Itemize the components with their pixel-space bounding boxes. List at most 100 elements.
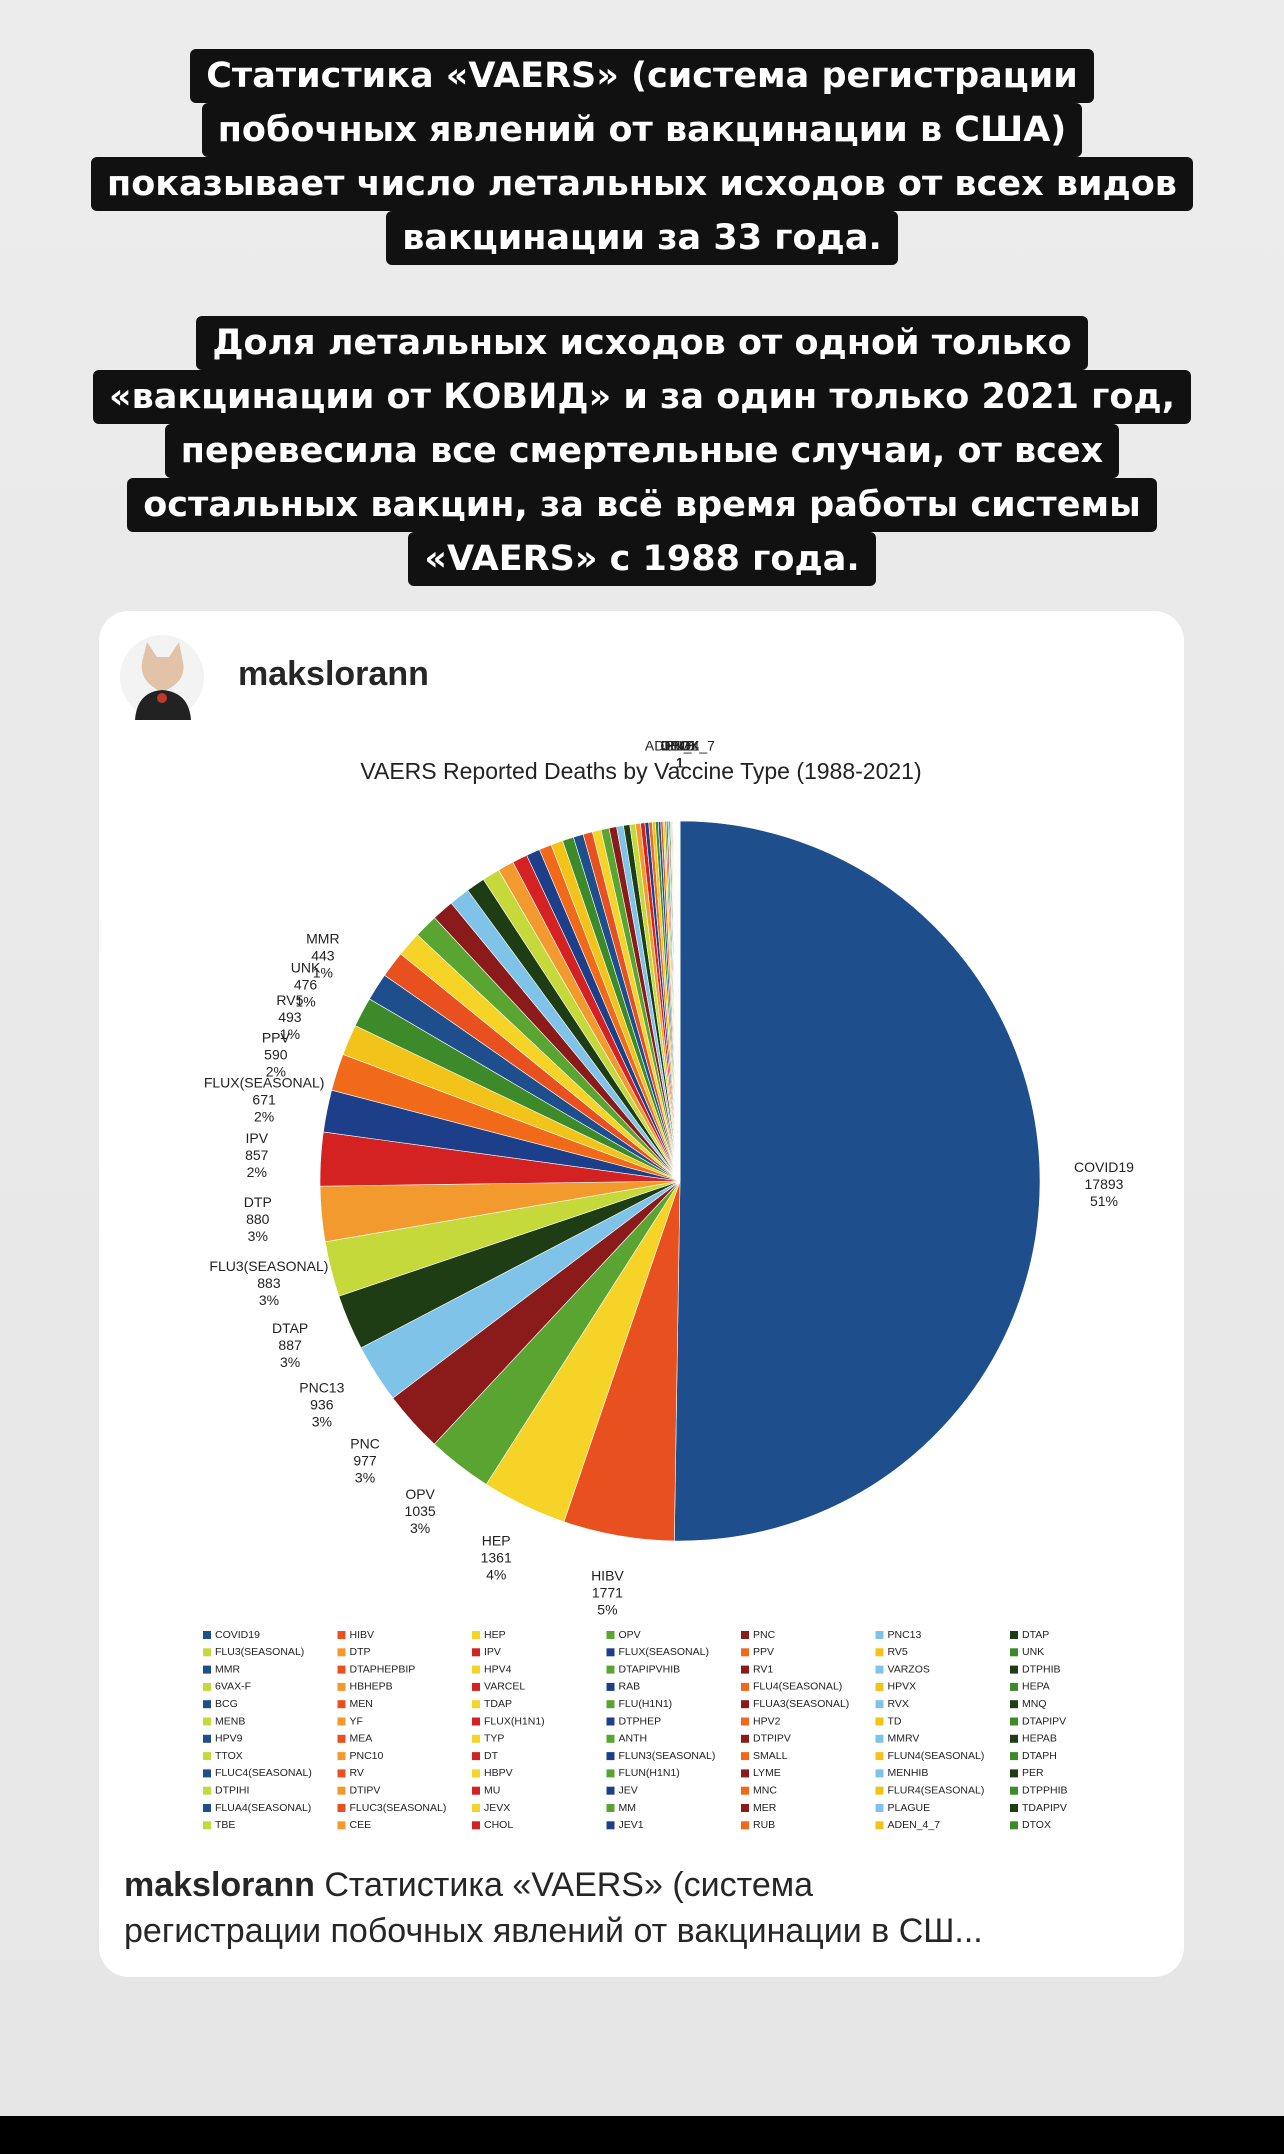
slice-label: 1361 bbox=[481, 1549, 512, 1565]
legend-label: PPV bbox=[753, 1646, 774, 1658]
legend-swatch bbox=[1010, 1734, 1018, 1743]
legend-swatch bbox=[606, 1769, 615, 1778]
slice-label: HEP bbox=[482, 1532, 511, 1548]
legend-label: FLU(H1N1) bbox=[619, 1698, 673, 1710]
legend-label: FLU3(SEASONAL) bbox=[215, 1646, 304, 1658]
legend-swatch bbox=[875, 1648, 884, 1657]
slice-label: FLU3(SEASONAL) bbox=[209, 1258, 328, 1274]
legend-swatch bbox=[337, 1752, 346, 1761]
slice-label: 1% bbox=[280, 1026, 300, 1042]
legend-swatch bbox=[606, 1682, 615, 1691]
legend-label: HEPA bbox=[1022, 1681, 1050, 1693]
legend-label: DTP bbox=[350, 1646, 371, 1658]
slice-label: 5% bbox=[597, 1602, 617, 1618]
legend-swatch bbox=[741, 1682, 749, 1691]
legend-swatch bbox=[337, 1804, 346, 1812]
slice-label: 443 bbox=[311, 947, 335, 963]
legend-swatch bbox=[606, 1752, 615, 1761]
legend-label: HEPAB bbox=[1022, 1733, 1057, 1745]
slice-label: OPV bbox=[405, 1486, 435, 1502]
slice-label: 887 bbox=[278, 1337, 302, 1353]
legend-label: 6VAX-F bbox=[215, 1681, 251, 1693]
paragraph: Доля летальных исходов от одной только «в… bbox=[0, 316, 1284, 586]
legend-label: MMR bbox=[215, 1663, 240, 1675]
legend-swatch bbox=[337, 1631, 346, 1639]
legend-swatch bbox=[875, 1665, 884, 1674]
legend-swatch bbox=[337, 1786, 346, 1795]
legend-swatch bbox=[606, 1631, 615, 1639]
legend-swatch bbox=[472, 1682, 480, 1691]
header-line: побочных явлений от вакцинации в США) bbox=[201, 103, 1083, 157]
slice-label: RV5 bbox=[276, 992, 303, 1008]
legend-swatch bbox=[203, 1682, 211, 1691]
legend-swatch bbox=[1010, 1717, 1018, 1726]
legend-swatch bbox=[203, 1821, 211, 1830]
header-line: перевесила все смертельные случаи, от вс… bbox=[164, 424, 1120, 478]
legend-swatch bbox=[875, 1700, 884, 1709]
slice-label: 1 bbox=[676, 755, 684, 771]
chart: VAERS Reported Deaths by Vaccine Type (1… bbox=[203, 741, 1134, 1831]
header-line: остальных вакцин, за всё время работы си… bbox=[127, 478, 1157, 532]
legend-label: DTIPV bbox=[350, 1784, 381, 1796]
slice-label: 590 bbox=[264, 1046, 288, 1062]
slice-label: 4% bbox=[486, 1566, 506, 1582]
legend-label: MENB bbox=[215, 1715, 245, 1727]
header-line: «VAERS» с 1988 года. bbox=[408, 532, 876, 586]
legend-label: SMALL bbox=[753, 1750, 788, 1762]
legend-swatch bbox=[606, 1648, 615, 1657]
legend-swatch bbox=[741, 1700, 749, 1709]
slice-label: IPV bbox=[246, 1130, 269, 1146]
legend-swatch bbox=[875, 1717, 884, 1726]
username[interactable]: makslorann bbox=[238, 655, 429, 693]
slice-label: 883 bbox=[257, 1275, 281, 1291]
legend-label: RUB bbox=[753, 1819, 775, 1831]
legend-swatch bbox=[741, 1752, 749, 1761]
slice-label: JEV1 bbox=[663, 741, 697, 754]
legend-swatch bbox=[337, 1734, 346, 1743]
legend-swatch bbox=[472, 1648, 480, 1657]
legend-swatch bbox=[741, 1821, 749, 1830]
legend-swatch bbox=[1010, 1648, 1018, 1657]
legend-swatch bbox=[875, 1734, 884, 1743]
slice-label: COVID19 bbox=[1074, 1159, 1134, 1175]
slice-label: 857 bbox=[245, 1147, 269, 1163]
legend-swatch bbox=[875, 1786, 884, 1795]
legend-label: FLUR4(SEASONAL) bbox=[888, 1784, 985, 1796]
legend-label: HPV2 bbox=[753, 1715, 781, 1727]
legend-swatch bbox=[606, 1700, 615, 1709]
legend-swatch bbox=[337, 1700, 346, 1709]
header-line: Доля летальных исходов от одной только bbox=[196, 316, 1088, 370]
legend-swatch bbox=[203, 1734, 211, 1743]
legend-label: TTOX bbox=[215, 1750, 243, 1762]
legend-label: DT bbox=[484, 1750, 499, 1762]
legend-swatch bbox=[606, 1804, 615, 1812]
caption-username: makslorann bbox=[124, 1866, 315, 1904]
legend-label: COVID19 bbox=[215, 1629, 260, 1641]
legend-label: HPVX bbox=[888, 1681, 917, 1693]
legend-swatch bbox=[337, 1665, 346, 1674]
legend-label: DTPHEP bbox=[619, 1715, 662, 1727]
legend-label: FLUN4(SEASONAL) bbox=[888, 1750, 985, 1762]
slice-label: DTOX bbox=[661, 741, 700, 754]
legend-swatch bbox=[472, 1786, 480, 1795]
legend-swatch bbox=[1010, 1786, 1018, 1795]
legend-label: FLU4(SEASONAL) bbox=[753, 1681, 842, 1693]
avatar[interactable] bbox=[117, 632, 207, 722]
legend-label: DTAP bbox=[1022, 1629, 1049, 1641]
legend-swatch bbox=[606, 1821, 615, 1830]
legend-swatch bbox=[203, 1717, 211, 1726]
legend-swatch bbox=[472, 1717, 480, 1726]
slice-label: DTAP bbox=[272, 1320, 308, 1336]
avatar-cat bbox=[141, 642, 184, 692]
slice-label: 2% bbox=[247, 1164, 267, 1180]
slice-label: 1 bbox=[676, 755, 684, 771]
legend-label: DTAPHEPBIP bbox=[350, 1663, 416, 1675]
legend-label: DTPIHI bbox=[215, 1784, 249, 1796]
legend-swatch bbox=[472, 1821, 480, 1830]
legend-label: OPV bbox=[619, 1629, 641, 1641]
legend-label: FLUX(SEASONAL) bbox=[619, 1646, 709, 1658]
legend-label: HEP bbox=[484, 1629, 506, 1641]
slice-label: FLUX(SEASONAL) bbox=[204, 1074, 325, 1090]
legend-label: FLUN3(SEASONAL) bbox=[619, 1750, 716, 1762]
